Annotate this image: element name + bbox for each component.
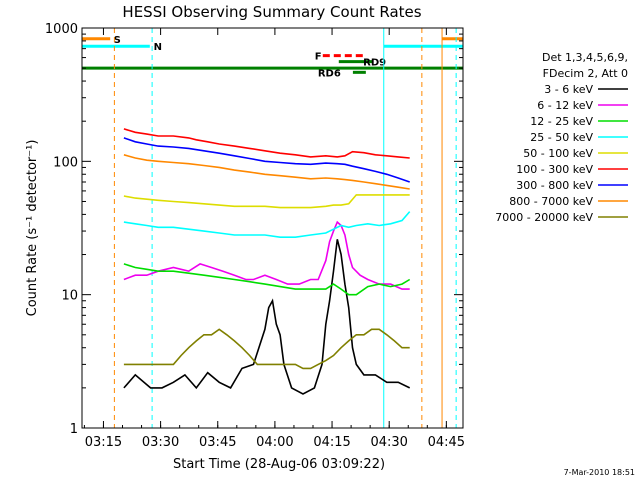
x-tick-label-04-45: 04:45: [428, 435, 465, 450]
series-line-7000-20000-kev: [123, 328, 410, 370]
series-line-6-12-kev: [123, 220, 410, 290]
legend-label-6-12-kev: 6 - 12 keV: [537, 99, 593, 112]
legend-label-100-300-kev: 100 - 300 keV: [516, 163, 593, 176]
series-line-800-7000-kev: [123, 154, 410, 190]
y-tick-label-1: 1: [70, 422, 78, 437]
mode-vertical-lines: [81, 28, 457, 428]
series-line-12-25-kev: [123, 263, 411, 296]
x-axis-label: Start Time (28-Aug-06 03:09:22): [173, 457, 385, 472]
x-tick-label-04-00: 04:00: [256, 435, 293, 450]
x-tick-label-04-15: 04:15: [313, 435, 350, 450]
legend-label-12-25-kev: 12 - 25 keV: [530, 115, 593, 128]
mode-label-rd9: RD9: [363, 58, 386, 69]
legend: Det 1,3,4,5,6,9, FDecim 2, Att 0 3 - 6 k…: [495, 51, 628, 224]
x-tick-label-03-15: 03:15: [85, 435, 122, 450]
y-axis-label: Count Rate (s⁻¹ detector⁻¹): [25, 140, 40, 317]
x-tick-label-04-30: 04:30: [370, 435, 407, 450]
plot-frame: [81, 27, 464, 429]
mode-label-f: F: [315, 52, 322, 63]
series-group: [123, 128, 411, 395]
y-tick-label-1000: 1000: [45, 22, 78, 37]
mode-bars: S N F RD9 RD6: [82, 35, 463, 79]
mode-label-rd6: RD6: [318, 68, 341, 79]
legend-label-300-800-kev: 300 - 800 keV: [516, 179, 593, 192]
x-tick-label-03-30: 03:30: [142, 435, 179, 450]
mode-label-s: S: [114, 35, 121, 46]
legend-header-line-2: FDecim 2, Att 0: [543, 67, 628, 80]
x-axis-ticks: 03:15 03:30 03:45 04:00 04:15 04:30 04:45: [83, 28, 465, 450]
y-axis-ticks: 1 10 100 1000: [45, 22, 463, 437]
series-line-25-50-kev: [123, 211, 411, 238]
legend-label-800-7000-kev: 800 - 7000 keV: [509, 195, 593, 208]
legend-label-3-6-kev: 3 - 6 keV: [544, 83, 593, 96]
legend-label-7000-20000-kev: 7000 - 20000 keV: [495, 211, 593, 224]
chart-title: HESSI Observing Summary Count Rates: [122, 3, 421, 21]
legend-label-50-100-kev: 50 - 100 keV: [523, 147, 593, 160]
legend-header-line-1: Det 1,3,4,5,6,9,: [542, 51, 628, 64]
x-tick-label-03-45: 03:45: [199, 435, 236, 450]
mode-label-n: N: [154, 42, 162, 53]
series-line-100-300-kev: [123, 128, 410, 159]
footer-date: 7-Mar-2010 18:51: [564, 468, 635, 477]
legend-label-25-50-kev: 25 - 50 keV: [530, 131, 593, 144]
series-line-300-800-kev: [123, 137, 410, 183]
y-tick-label-100: 100: [53, 155, 78, 170]
series-line-3-6-kev: [123, 239, 411, 395]
series-line-50-100-kev: [123, 194, 410, 209]
y-tick-label-10: 10: [61, 289, 78, 304]
